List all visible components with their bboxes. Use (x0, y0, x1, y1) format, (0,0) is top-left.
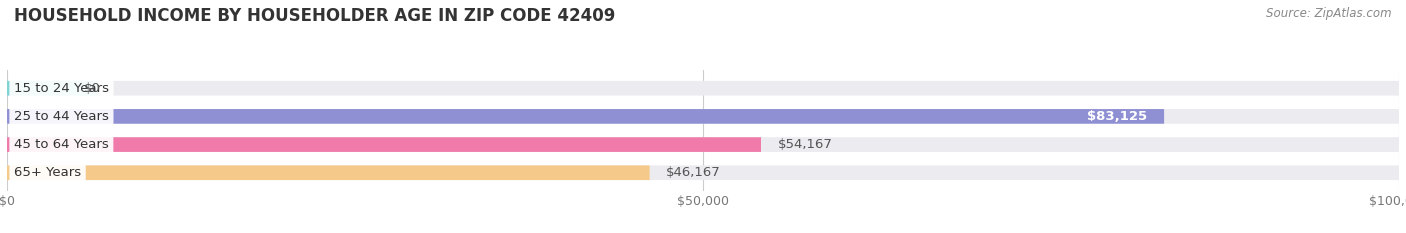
Text: HOUSEHOLD INCOME BY HOUSEHOLDER AGE IN ZIP CODE 42409: HOUSEHOLD INCOME BY HOUSEHOLDER AGE IN Z… (14, 7, 616, 25)
Text: $46,167: $46,167 (666, 166, 721, 179)
FancyBboxPatch shape (7, 165, 650, 180)
Text: Source: ZipAtlas.com: Source: ZipAtlas.com (1267, 7, 1392, 20)
FancyBboxPatch shape (7, 109, 1399, 124)
FancyBboxPatch shape (7, 81, 1399, 96)
FancyBboxPatch shape (7, 109, 1164, 124)
FancyBboxPatch shape (7, 165, 1399, 180)
FancyBboxPatch shape (7, 137, 1399, 152)
Text: 15 to 24 Years: 15 to 24 Years (14, 82, 110, 95)
Text: 45 to 64 Years: 45 to 64 Years (14, 138, 108, 151)
Text: $54,167: $54,167 (778, 138, 832, 151)
Text: 25 to 44 Years: 25 to 44 Years (14, 110, 108, 123)
FancyBboxPatch shape (7, 81, 97, 96)
Text: 65+ Years: 65+ Years (14, 166, 82, 179)
Text: $0: $0 (83, 82, 100, 95)
FancyBboxPatch shape (7, 137, 761, 152)
Text: $83,125: $83,125 (1087, 110, 1147, 123)
